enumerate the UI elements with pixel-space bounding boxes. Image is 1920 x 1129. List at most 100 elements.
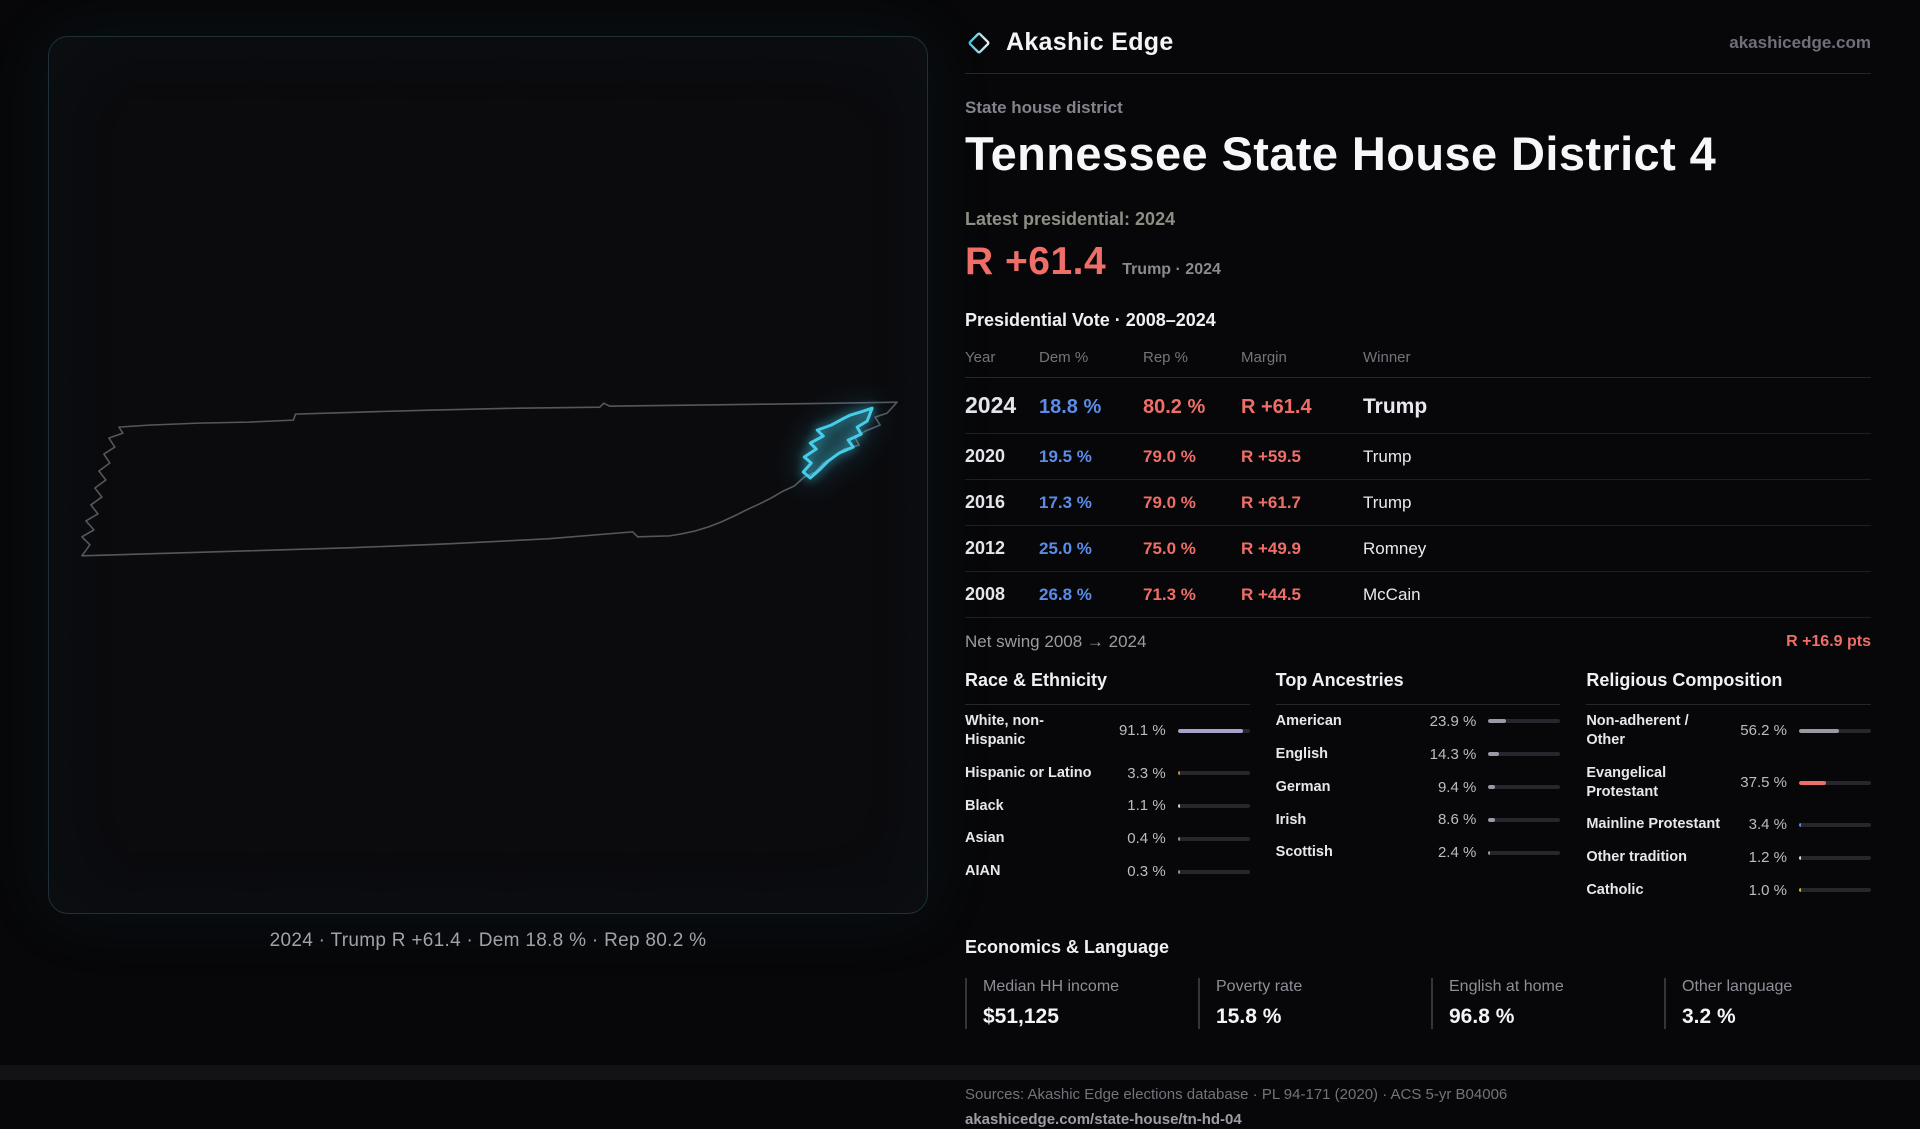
presidential-vote-table: Year Dem % Rep % Margin Winner 2024 18.8… bbox=[965, 341, 1871, 662]
vote-year: 2024 bbox=[965, 392, 1017, 418]
highlighted-district-4[interactable] bbox=[801, 406, 874, 480]
vote-margin: R +49.9 bbox=[1241, 539, 1302, 558]
vote-winner: McCain bbox=[1363, 585, 1421, 604]
map-caption: 2024 · Trump R +61.4 · Dem 18.8 % · Rep … bbox=[269, 930, 707, 951]
vote-winner: Romney bbox=[1363, 539, 1427, 558]
vote-year: 2008 bbox=[965, 584, 1006, 604]
col-margin: Margin bbox=[1241, 349, 1287, 366]
demo-value: 0.3 % bbox=[1127, 863, 1166, 881]
vote-row-2016: 2016 17.3 % 79.0 % R +61.7 Trump bbox=[965, 480, 1871, 526]
demo-value: 56.2 % bbox=[1740, 722, 1787, 740]
vote-winner: Trump bbox=[1363, 395, 1428, 418]
vote-dem: 26.8 % bbox=[1039, 585, 1092, 604]
religion-row: Other tradition 1.2 % bbox=[1586, 841, 1871, 874]
demo-label: English bbox=[1275, 745, 1329, 762]
demo-value: 1.2 % bbox=[1748, 849, 1787, 867]
stat-label: English at home bbox=[1449, 977, 1564, 995]
stat-median-hh-income: Median HH income $51,125 bbox=[965, 977, 1172, 1029]
demo-label: Hispanic or Latino bbox=[965, 764, 1092, 781]
ancestry-row: Scottish 2.4 % bbox=[1276, 836, 1561, 869]
demo-label: Non-adherent / Other bbox=[1586, 713, 1689, 748]
demo-bar bbox=[1798, 855, 1871, 860]
demo-value: 91.1 % bbox=[1118, 722, 1166, 740]
demo-label: AIAN bbox=[965, 863, 1001, 880]
report-header: Akashic Edge akashicedge.com bbox=[965, 28, 1871, 74]
vote-rep: 79.0 % bbox=[1143, 493, 1196, 512]
race-row: Asian 0.4 % bbox=[965, 822, 1250, 855]
vote-margin: R +61.7 bbox=[1241, 493, 1302, 512]
vote-year: 2016 bbox=[965, 492, 1006, 512]
demo-bar bbox=[1798, 728, 1871, 733]
demo-value: 14.3 % bbox=[1429, 745, 1477, 763]
ancestry-row: German 9.4 % bbox=[1276, 771, 1561, 804]
vote-dem: 25.0 % bbox=[1039, 539, 1092, 558]
religion-row: Catholic 1.0 % bbox=[1586, 874, 1871, 907]
demo-bar bbox=[1488, 850, 1561, 855]
vote-margin: R +61.4 bbox=[1241, 396, 1312, 418]
net-swing-label: Net swing 2008 → 2024 bbox=[965, 632, 1147, 651]
headline-margin-value: R +61.4 bbox=[965, 240, 1107, 283]
diamond-logo-icon bbox=[968, 32, 990, 53]
net-swing-value: R +16.9 pts bbox=[1786, 633, 1871, 650]
stat-value: 15.8 % bbox=[1216, 1004, 1282, 1028]
demo-bar bbox=[1177, 836, 1250, 841]
religious-composition-column: Religious Composition Non-adherent / Oth… bbox=[1586, 670, 1871, 907]
stat-poverty-rate: Poverty rate 15.8 % bbox=[1198, 977, 1405, 1029]
vote-winner: Trump bbox=[1363, 447, 1412, 466]
stat-label: Other language bbox=[1682, 977, 1793, 995]
demo-label: Evangelical Protestant bbox=[1586, 764, 1667, 800]
demo-value: 1.0 % bbox=[1748, 881, 1787, 899]
stat-value: 96.8 % bbox=[1449, 1004, 1515, 1028]
vote-row-2024: 2024 18.8 % 80.2 % R +61.4 Trump bbox=[965, 378, 1871, 434]
bottom-strip bbox=[0, 1065, 1920, 1080]
ancestry-row: American 23.9 % bbox=[1276, 705, 1561, 738]
race-ethnicity-title: Race & Ethnicity bbox=[965, 670, 1250, 705]
brand: Akashic Edge bbox=[965, 28, 1174, 57]
vote-row-2012: 2012 25.0 % 75.0 % R +49.9 Romney bbox=[965, 526, 1871, 572]
stat-value: $51,125 bbox=[983, 1004, 1059, 1028]
permalink[interactable]: akashicedge.com/state-house/tn-hd-04 bbox=[965, 1110, 1242, 1128]
demo-bar bbox=[1798, 822, 1871, 827]
religion-row: Evangelical Protestant 37.5 % bbox=[1586, 757, 1871, 809]
brand-site-link[interactable]: akashicedge.com bbox=[1729, 32, 1871, 52]
demo-label: Other tradition bbox=[1586, 849, 1688, 866]
page-title: Tennessee State House District 4 bbox=[965, 127, 1717, 180]
economics-stats: Median HH income $51,125 Poverty rate 15… bbox=[965, 977, 1871, 1029]
vote-dem: 18.8 % bbox=[1039, 396, 1102, 418]
brand-name: Akashic Edge bbox=[1006, 28, 1174, 56]
district-type-kicker: State house district bbox=[965, 98, 1123, 117]
tennessee-map bbox=[81, 401, 898, 557]
vote-table-title: Presidential Vote · 2008–2024 bbox=[965, 310, 1216, 330]
demo-value: 23.9 % bbox=[1429, 712, 1477, 730]
religion-row: Non-adherent / Other 56.2 % bbox=[1586, 705, 1871, 757]
stat-value: 3.2 % bbox=[1682, 1004, 1736, 1028]
race-row: Hispanic or Latino 3.3 % bbox=[965, 757, 1250, 790]
demo-value: 2.4 % bbox=[1437, 844, 1477, 862]
race-row: AIAN 0.3 % bbox=[965, 855, 1250, 888]
vote-row-2020: 2020 19.5 % 79.0 % R +59.5 Trump bbox=[965, 434, 1871, 480]
demo-value: 9.4 % bbox=[1437, 778, 1477, 796]
vote-year: 2020 bbox=[965, 446, 1006, 466]
headline-context: Trump · 2024 bbox=[1122, 261, 1221, 278]
demo-bar bbox=[1177, 771, 1250, 776]
demo-label: American bbox=[1275, 713, 1342, 729]
vote-margin: R +44.5 bbox=[1241, 585, 1302, 604]
vote-rep: 71.3 % bbox=[1143, 585, 1196, 604]
tennessee-state-outline bbox=[81, 401, 898, 557]
vote-dem: 17.3 % bbox=[1039, 493, 1092, 512]
vote-rep: 79.0 % bbox=[1143, 447, 1196, 466]
demo-value: 1.1 % bbox=[1127, 797, 1166, 815]
top-ancestries-column: Top Ancestries American 23.9 % English 1… bbox=[1275, 670, 1561, 907]
demo-value: 37.5 % bbox=[1740, 774, 1787, 792]
demo-label: Irish bbox=[1275, 811, 1307, 828]
net-swing-row: Net swing 2008 → 2024 R +16.9 pts bbox=[965, 618, 1871, 662]
stat-label: Median HH income bbox=[983, 977, 1120, 995]
religion-row: Mainline Protestant 3.4 % bbox=[1586, 808, 1871, 841]
stat-english-at-home: English at home 96.8 % bbox=[1431, 977, 1638, 1029]
race-ethnicity-column: Race & Ethnicity White, non-Hispanic 91.… bbox=[965, 670, 1250, 907]
demo-label: Scottish bbox=[1275, 844, 1333, 861]
col-dem: Dem % bbox=[1039, 349, 1089, 366]
religious-composition-title: Religious Composition bbox=[1586, 670, 1871, 705]
demo-value: 3.4 % bbox=[1748, 816, 1787, 834]
demo-bar bbox=[1488, 752, 1561, 757]
